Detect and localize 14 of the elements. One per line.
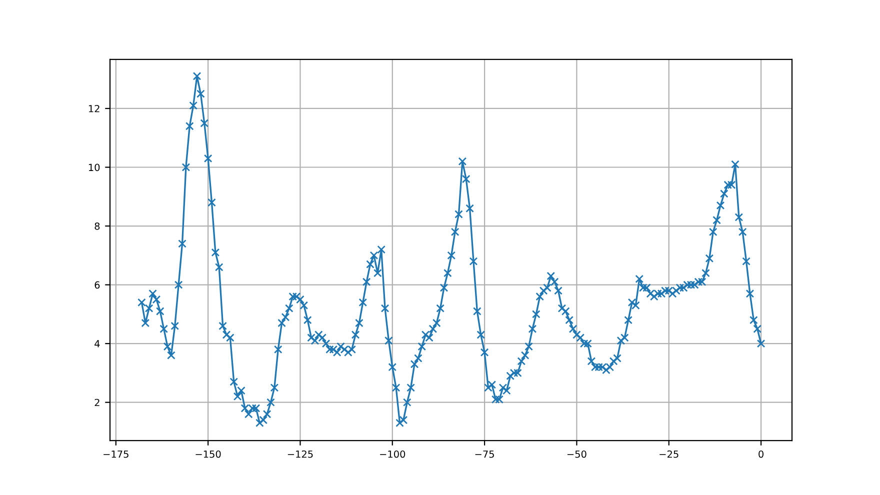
x-tick-label: −50 xyxy=(567,450,586,458)
x-tick-label: 0 xyxy=(758,450,764,458)
y-tick-label: 10 xyxy=(88,164,100,172)
x-tick-label: −75 xyxy=(475,450,494,458)
y-tick-label: 12 xyxy=(88,104,100,112)
y-tick-label: 4 xyxy=(94,340,100,348)
x-tick-label: −150 xyxy=(196,450,221,458)
x-tick-label: −125 xyxy=(288,450,313,458)
x-tick-label: −25 xyxy=(660,450,678,458)
y-tick-label: 6 xyxy=(94,281,100,289)
x-tick-label: −175 xyxy=(104,450,128,458)
y-tick-label: 8 xyxy=(94,222,100,230)
y-tick-label: 2 xyxy=(94,398,100,406)
x-tick-label: −100 xyxy=(380,450,406,458)
